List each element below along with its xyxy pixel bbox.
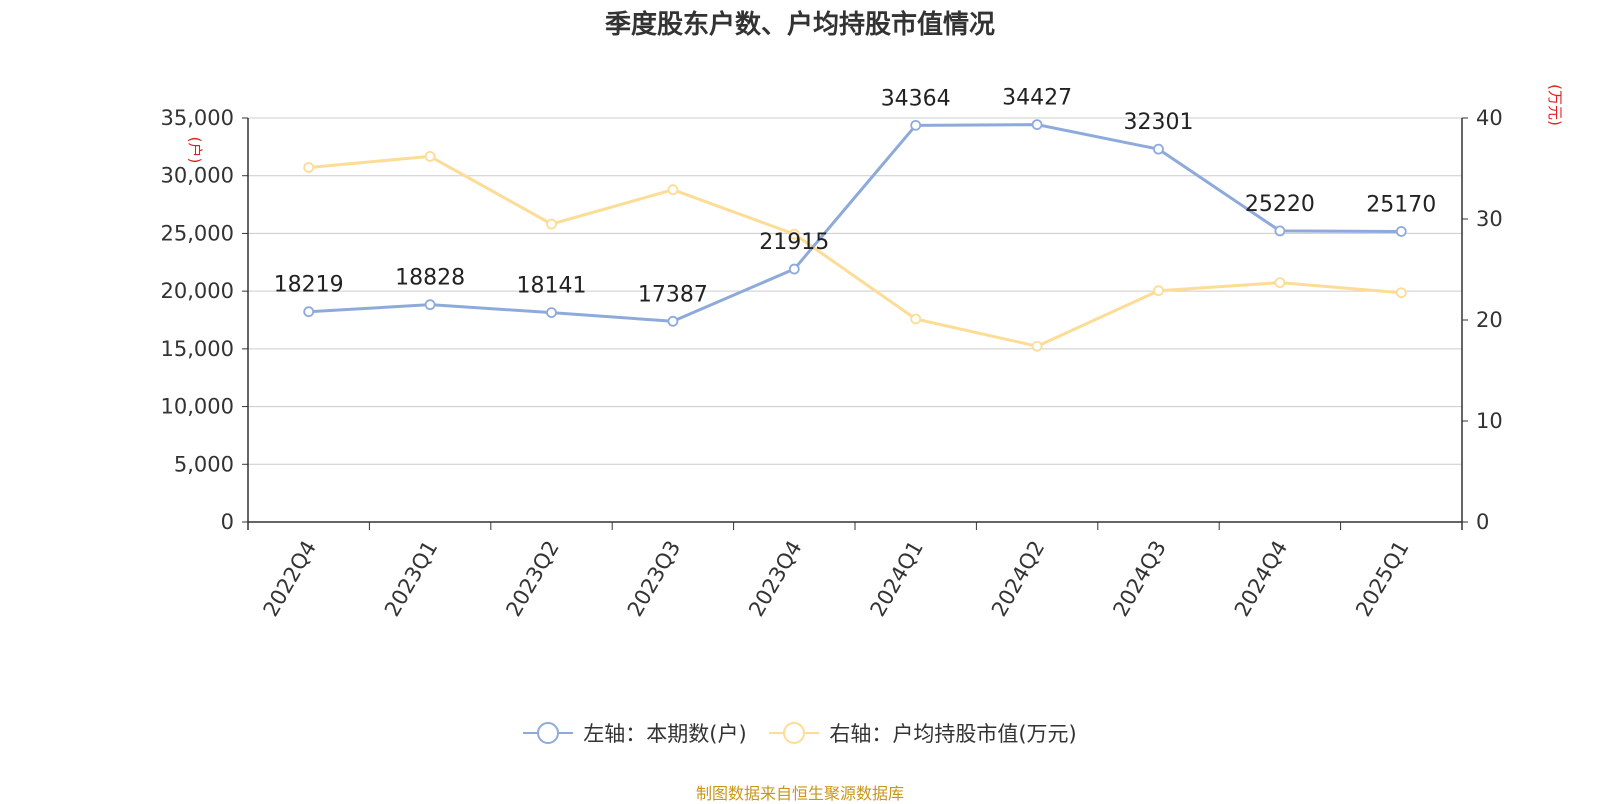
y-left-tick-label: 0 [221,510,234,534]
data-label: 18141 [517,274,587,299]
axis-layer: 0 5,000 10,000 15,000 20,000 25,000 30,000 35,0… [161,84,1564,621]
data-point-right [910,313,922,325]
data-label: 34427 [1002,86,1072,111]
circle-marker-icon [523,720,574,746]
y-left-tick-label: 25,000 [161,221,234,245]
y-left-tick-label: 15,000 [161,337,234,361]
data-point-right [788,228,800,240]
label-layer: 18219 18828 18141 17387 21915 34364 34427 32301… [274,86,1437,308]
chart-title: 季度股东户数、户均持股市值情况 [604,10,995,40]
chart-legend: 左轴：本期数(户) 右轴：户均持股市值(万元) [0,718,1600,751]
y-left-tick-label: 20,000 [161,279,234,303]
legend-label-left-series: 左轴：本期数(户) [583,722,747,746]
data-point-left [303,306,315,318]
data-point-left [1153,143,1164,155]
data-label: 17387 [638,282,708,307]
data-point-left [546,307,557,319]
data-label: 25170 [1366,192,1436,217]
data-point-left [1274,225,1286,237]
y-right-tick-label: 10 [1476,409,1503,433]
data-point-right [667,184,679,196]
x-tick-label: 2022Q4 [259,537,321,621]
series-line-left [308,123,1402,323]
data-point-right [1274,277,1286,289]
series-layer [303,119,1407,352]
y-left-tick-label: 30,000 [161,164,234,188]
x-tick-label: 2023Q4 [744,537,806,621]
x-tick-label: 2024Q1 [866,537,928,621]
data-label: 34364 [881,86,951,111]
x-tick-label: 2025Q1 [1351,537,1413,621]
data-point-right [1031,340,1043,352]
x-tick-label: 2024Q4 [1230,537,1292,621]
y-left-tick-label: 35,000 [161,106,234,130]
data-point-right [1153,285,1164,297]
x-tick-label: 2023Q3 [623,537,685,621]
data-point-left [1031,119,1043,131]
x-tick-label: 2024Q2 [987,537,1049,621]
y-left-tick-label: 5,000 [174,452,234,476]
y-right-tick-label: 20 [1476,308,1503,332]
y-left-unit-label: (户) [186,137,204,164]
data-label: 21915 [759,230,829,255]
data-point-right [546,218,557,230]
y-right-unit-label: (万元) [1546,84,1564,126]
data-point-left [667,315,679,327]
y-right-tick-label: 40 [1476,106,1503,130]
circle-marker-icon [769,720,820,746]
y-right-tick-label: 30 [1476,207,1503,231]
data-label: 18219 [274,273,344,298]
x-tick-label: 2023Q2 [501,537,563,621]
legend-item-right-series[interactable]: 右轴：户均持股市值(万元) [769,718,1077,748]
x-tick-label: 2024Q3 [1108,537,1170,621]
data-label: 32301 [1124,110,1194,135]
legend-label-right-series: 右轴：户均持股市值(万元) [829,722,1077,746]
y-left-tick-label: 10,000 [161,395,234,419]
data-point-right [303,162,315,173]
data-point-right [424,150,436,162]
data-source-note: 制图数据来自恒生聚源数据库 [695,784,904,803]
data-label: 25220 [1245,192,1315,217]
data-point-left [424,299,436,311]
data-point-right [1395,287,1407,299]
data-point-left [1395,226,1407,237]
x-tick-label: 2023Q1 [380,537,442,621]
grid-layer [248,117,1462,465]
y-right-tick-label: 0 [1476,510,1489,534]
data-label: 18828 [395,266,465,291]
data-point-left [910,119,922,131]
legend-item-left-series[interactable]: 左轴：本期数(户) [523,718,747,748]
data-point-left [788,263,800,275]
series-line-right [308,154,1402,348]
